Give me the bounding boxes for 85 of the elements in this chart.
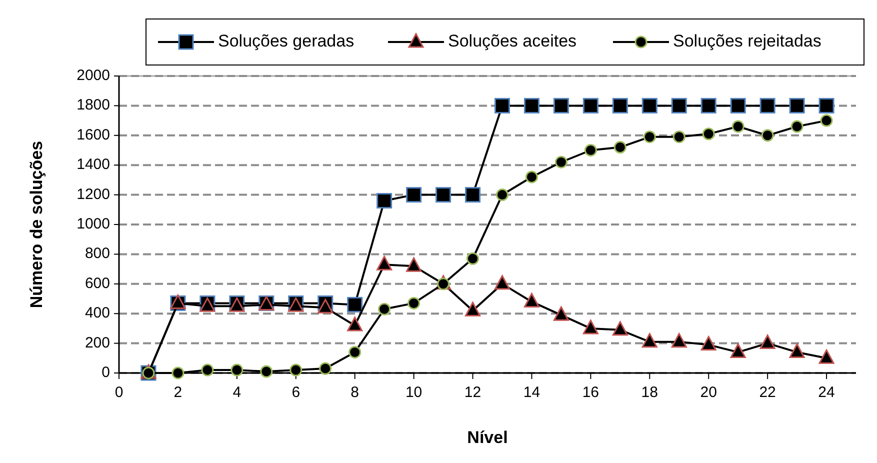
point bbox=[789, 98, 805, 114]
point bbox=[790, 120, 804, 133]
x-tick-label: 12 bbox=[464, 384, 482, 401]
point bbox=[818, 98, 834, 114]
point bbox=[702, 128, 715, 140]
point bbox=[378, 302, 391, 316]
point bbox=[172, 366, 184, 380]
point bbox=[730, 98, 746, 114]
y-tick-label: 0 bbox=[102, 364, 110, 381]
point bbox=[494, 275, 510, 290]
point bbox=[671, 333, 687, 348]
point bbox=[524, 98, 540, 114]
point bbox=[319, 362, 332, 375]
y-tick-label: 400 bbox=[84, 304, 110, 322]
point bbox=[672, 130, 686, 144]
y-tick-label: 1600 bbox=[76, 126, 110, 144]
legend-label: Soluções aceites bbox=[448, 31, 577, 50]
point bbox=[260, 365, 273, 378]
point bbox=[524, 292, 540, 308]
x-tick-label: 18 bbox=[641, 384, 658, 401]
point bbox=[820, 114, 833, 127]
point bbox=[466, 252, 480, 265]
y-tick-label: 1000 bbox=[76, 215, 110, 232]
point bbox=[612, 98, 628, 114]
y-tick-label: 1200 bbox=[76, 186, 110, 203]
point bbox=[494, 98, 510, 114]
point bbox=[290, 364, 302, 376]
point bbox=[612, 321, 628, 336]
point bbox=[318, 298, 334, 314]
y-tick-label: 200 bbox=[84, 334, 110, 352]
y-tick-label: 600 bbox=[84, 274, 110, 292]
point bbox=[700, 336, 716, 351]
point bbox=[230, 364, 244, 376]
point bbox=[553, 306, 569, 321]
point bbox=[554, 156, 568, 168]
point bbox=[525, 170, 538, 184]
point bbox=[761, 129, 774, 142]
x-tick-label: 10 bbox=[405, 384, 422, 401]
x-tick-label: 24 bbox=[818, 384, 835, 401]
point bbox=[465, 187, 481, 203]
point bbox=[671, 98, 687, 114]
point bbox=[818, 349, 834, 364]
point bbox=[465, 302, 481, 316]
x-axis-title: Nível bbox=[467, 428, 508, 447]
point bbox=[348, 346, 362, 358]
x-tick-label: 8 bbox=[350, 384, 360, 401]
point bbox=[406, 257, 422, 272]
x-tick-label: 4 bbox=[232, 384, 242, 401]
point bbox=[376, 256, 392, 270]
point bbox=[582, 320, 598, 334]
y-tick-label: 2000 bbox=[76, 66, 110, 84]
x-tick-label: 14 bbox=[523, 384, 540, 401]
y-tick-label: 800 bbox=[84, 245, 110, 262]
point bbox=[584, 144, 597, 156]
x-tick-label: 16 bbox=[582, 384, 600, 401]
point bbox=[642, 98, 658, 114]
point bbox=[406, 187, 422, 203]
y-axis-title: Número de soluções bbox=[27, 140, 46, 308]
x-tick-label: 22 bbox=[759, 384, 776, 401]
point bbox=[347, 316, 363, 332]
point bbox=[408, 296, 420, 310]
point bbox=[700, 98, 716, 114]
point bbox=[496, 188, 508, 202]
y-tick-label: 1800 bbox=[76, 96, 110, 114]
point bbox=[732, 120, 744, 133]
x-tick-label: 6 bbox=[292, 384, 300, 401]
point bbox=[730, 343, 746, 358]
legend-label: Soluções rejeitadas bbox=[673, 31, 822, 50]
point bbox=[376, 192, 392, 208]
point bbox=[201, 364, 214, 376]
point bbox=[642, 333, 658, 348]
x-tick-label: 0 bbox=[114, 384, 124, 401]
point bbox=[347, 296, 363, 312]
x-tick-label: 20 bbox=[700, 384, 717, 401]
point bbox=[614, 141, 626, 154]
legend-label: Soluções geradas bbox=[218, 31, 354, 50]
point bbox=[553, 98, 569, 114]
point bbox=[582, 98, 598, 114]
point bbox=[436, 187, 452, 203]
x-tick-label: 2 bbox=[174, 384, 182, 401]
point bbox=[760, 98, 776, 114]
point bbox=[760, 334, 776, 350]
y-tick-label: 1400 bbox=[76, 156, 110, 174]
point bbox=[789, 343, 805, 358]
point bbox=[643, 130, 656, 144]
